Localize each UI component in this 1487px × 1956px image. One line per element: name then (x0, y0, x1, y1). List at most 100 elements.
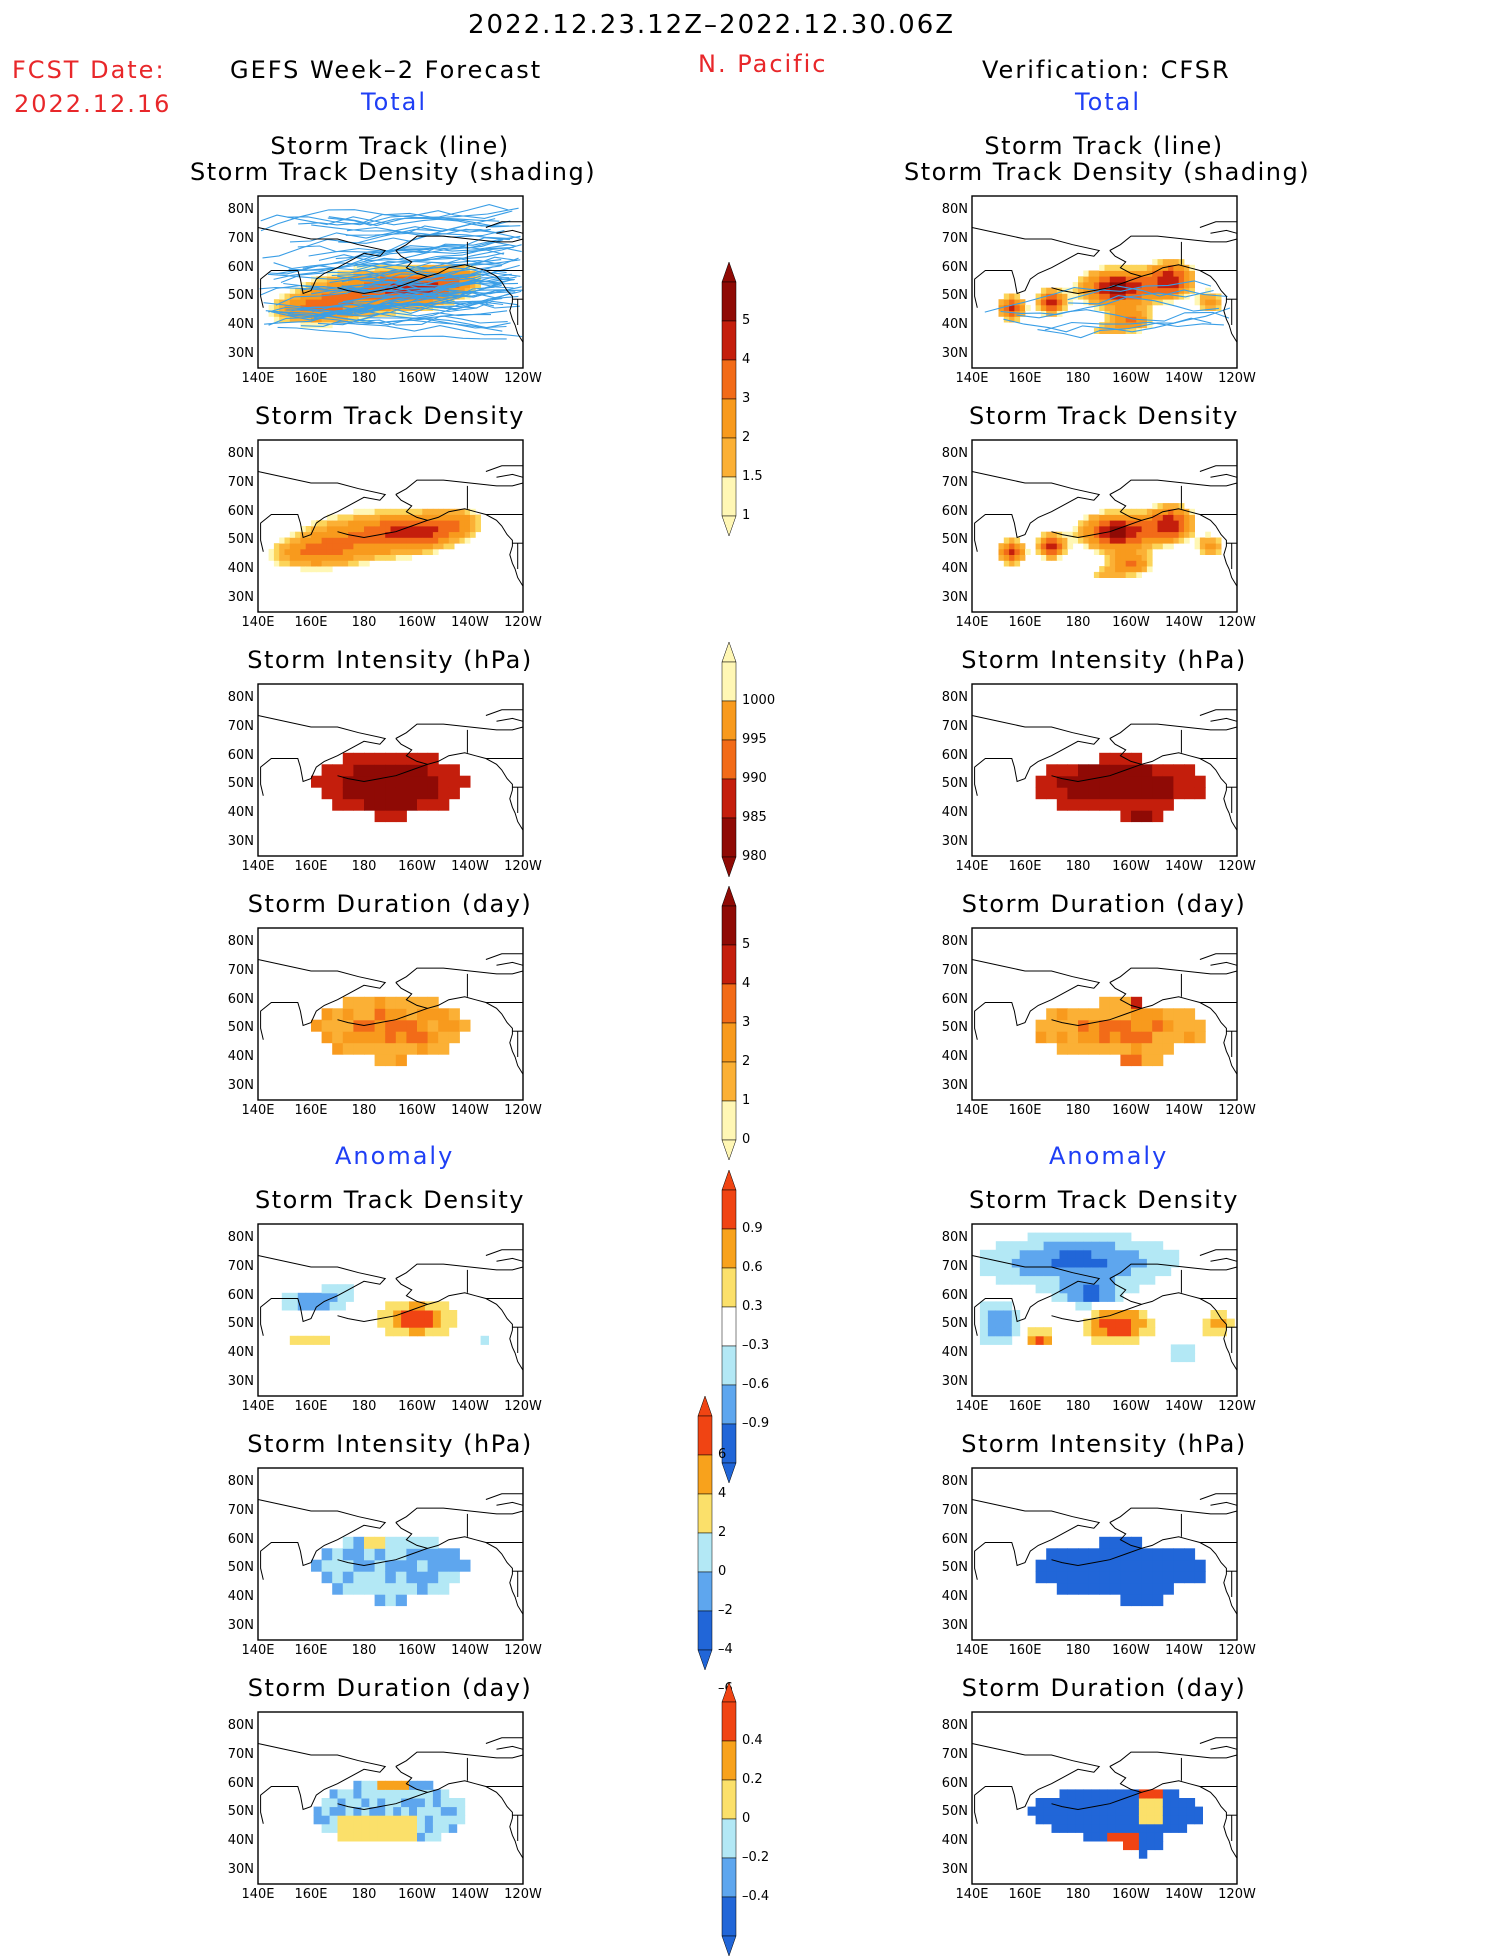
field-cell (395, 1031, 407, 1044)
field-cell (1099, 1249, 1108, 1259)
coastline (1210, 961, 1238, 966)
field-cell (427, 526, 434, 533)
field-cell (311, 566, 317, 573)
field-cell (1051, 1267, 1060, 1277)
field-cell (1099, 1241, 1108, 1251)
panel-title-fc-density: Storm Track Density (255, 402, 525, 430)
field-cell (1088, 1019, 1100, 1032)
field-cell (358, 531, 365, 538)
field-cell (1099, 270, 1105, 277)
field-cell (1099, 1318, 1108, 1328)
field-cell (1040, 304, 1047, 311)
field-cell (406, 543, 413, 550)
field-cell (1046, 537, 1052, 544)
field-cell (1162, 531, 1169, 538)
field-cell (417, 1789, 426, 1799)
field-cell (1009, 548, 1015, 555)
field-cell (374, 1571, 386, 1584)
field-cell (1141, 531, 1148, 538)
field-cell (316, 520, 322, 527)
lat-tick-label: 40N (227, 805, 254, 820)
field-cell (1131, 1832, 1140, 1842)
field-cell (1075, 1292, 1084, 1302)
field-cell (1035, 293, 1042, 300)
field-cell (326, 514, 333, 521)
coastline (257, 959, 387, 1040)
coastline (257, 471, 387, 552)
field-cell (470, 520, 476, 527)
left-column-title: GEFS Week–2 Forecast (230, 56, 543, 84)
field-cell (1189, 526, 1195, 533)
field-cell (1043, 1241, 1052, 1251)
field-cell (995, 1258, 1005, 1268)
field-cell (1107, 1310, 1116, 1320)
field-cell (313, 1335, 322, 1345)
field-cell (326, 304, 333, 311)
field-cell (1173, 764, 1185, 777)
field-cell (1067, 1571, 1079, 1584)
field-cell (289, 548, 296, 555)
field-cell (364, 787, 376, 800)
coastline (337, 519, 428, 539)
colorbar-segment (721, 281, 737, 322)
field-cell (305, 560, 312, 567)
field-cell (1107, 1798, 1116, 1808)
field-cell (321, 764, 333, 777)
field-cell (427, 304, 434, 311)
lat-tick-label: 60N (941, 1775, 968, 1791)
field-cell (321, 316, 328, 323)
field-cell (361, 1789, 370, 1799)
field-cell (321, 554, 328, 561)
field-cell (438, 1559, 450, 1572)
field-cell (464, 270, 471, 277)
colorbar-label: 2 (742, 1054, 751, 1069)
lat-tick-label: 80N (227, 1474, 254, 1490)
field-cell (342, 1008, 354, 1021)
lon-tick-label: 140W (1165, 615, 1203, 630)
storm-track-line (263, 302, 508, 324)
field-cell (417, 537, 423, 544)
field-cell (1146, 1318, 1156, 1328)
field-cell (1003, 1241, 1013, 1251)
field-cell (1088, 537, 1095, 544)
field-cell (1141, 1571, 1153, 1584)
field-cell (1115, 1258, 1124, 1268)
field-cell (311, 299, 317, 306)
field-cell (1141, 566, 1148, 573)
field-cell (332, 1008, 344, 1021)
storm-track-line (346, 226, 505, 238)
field-cell (353, 293, 360, 300)
field-cell (448, 520, 455, 527)
field-cell (1131, 554, 1137, 561)
field-cell (1099, 526, 1105, 533)
field-cell (390, 526, 397, 533)
lat-tick-label: 30N (941, 1617, 968, 1633)
field-cell (1078, 287, 1084, 294)
field-cell (1146, 276, 1153, 283)
field-cell (1027, 1249, 1036, 1259)
field-cell (1088, 270, 1095, 277)
field-cell (1109, 752, 1121, 765)
field-cell (1062, 543, 1068, 550)
field-cell (1093, 543, 1100, 550)
fcst-date-label: FCST Date: (12, 56, 166, 84)
field-cell (1178, 1798, 1188, 1808)
field-cell (1146, 508, 1153, 515)
field-cell (297, 1292, 307, 1302)
lon-tick-label: 160E (1008, 1887, 1042, 1902)
lat-tick-label: 50N (227, 776, 254, 792)
field-cell (395, 1571, 407, 1584)
lat-tick-label: 60N (941, 259, 968, 275)
field-cell (1040, 537, 1047, 544)
field-cell (1184, 1019, 1196, 1032)
field-cell (1162, 1559, 1174, 1572)
field-cell (361, 1798, 370, 1808)
field-cell (1184, 775, 1196, 788)
lat-tick-label: 70N (941, 719, 968, 734)
lon-tick-label: 160W (398, 1887, 436, 1902)
field-cell (470, 264, 476, 271)
field-cell (1099, 798, 1111, 811)
colorbar-segment (721, 1345, 737, 1386)
field-cell (379, 543, 386, 550)
coastlines (971, 709, 1238, 831)
